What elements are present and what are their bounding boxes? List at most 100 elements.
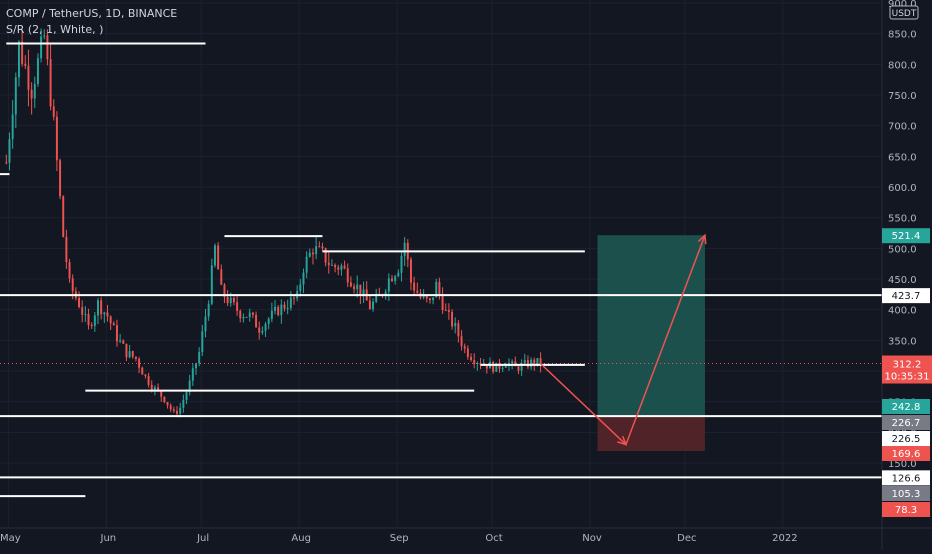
candle-body (261, 330, 264, 333)
candle-body (229, 297, 232, 304)
candle-body (172, 409, 175, 411)
candle-body (40, 36, 43, 59)
price-label-text: 78.3 (895, 505, 917, 516)
candle-body (457, 323, 460, 337)
candle-body (299, 284, 302, 291)
candle-body (476, 363, 479, 365)
x-tick-label: Oct (485, 533, 502, 544)
candle-body (485, 364, 488, 369)
candle-body (501, 367, 504, 369)
candle-body (359, 284, 362, 297)
candle-body (356, 284, 359, 290)
candle-body (210, 265, 213, 304)
candle-body (5, 162, 8, 164)
candle-body (46, 35, 49, 60)
x-tick-label: Dec (677, 533, 696, 544)
candle-body (43, 35, 46, 37)
candle-body (103, 312, 106, 315)
price-label (882, 399, 930, 414)
candle-body (422, 295, 425, 298)
candle-body (131, 351, 134, 357)
currency-label: USDT (892, 9, 917, 19)
candle-body (463, 346, 466, 349)
price-label-text: 242.8 (892, 402, 921, 413)
price-label-text: 126.6 (892, 473, 921, 484)
symbol-legend[interactable]: COMP / TetherUS, 1D, BINANCE (6, 7, 178, 20)
candle-body (343, 265, 346, 269)
arrow-head (617, 435, 628, 446)
candle-body (318, 246, 321, 248)
candle-body (17, 41, 20, 78)
candle-body (251, 312, 254, 315)
candle-body (397, 272, 400, 277)
candle-body (375, 294, 378, 302)
candle-body (14, 77, 17, 115)
y-tick-label: 900.0 (888, 0, 917, 10)
x-tick-label: Jul (196, 533, 209, 544)
candle-body (36, 58, 39, 84)
indicator-legend[interactable]: S/R (2, 1, White, ) (6, 23, 104, 36)
x-tick-label: Jun (100, 533, 117, 544)
candle-body (134, 356, 137, 359)
price-label (882, 415, 930, 430)
candle-body (182, 399, 185, 408)
candle-body (349, 282, 352, 287)
candle-body (362, 289, 365, 297)
candle-body (435, 281, 438, 298)
candle-body (27, 65, 30, 90)
candle-body (454, 323, 457, 327)
candle-body (447, 310, 450, 312)
candle-body (324, 248, 327, 263)
candle-body (523, 360, 526, 364)
candle-body (144, 374, 147, 376)
candle-body (270, 310, 273, 319)
candle-body (470, 357, 473, 361)
candle-body (280, 304, 283, 316)
stop-zone (597, 415, 705, 451)
candle-body (147, 375, 150, 385)
candle-body (201, 331, 204, 352)
candle-body (248, 312, 251, 317)
candle-body (65, 236, 68, 262)
y-tick-label: 800.0 (888, 60, 917, 71)
price-label-text: 423.7 (892, 291, 921, 302)
candle-body (204, 316, 207, 332)
target-zone (597, 235, 705, 416)
candle-body (176, 410, 179, 414)
candle-body (425, 295, 428, 299)
candle-body (274, 306, 277, 311)
candle-body (334, 264, 337, 268)
y-tick-label: 750.0 (888, 91, 917, 102)
candle-body (106, 312, 109, 317)
x-tick-label: May (0, 533, 21, 544)
price-label (882, 470, 930, 486)
y-tick-label: 150.0 (888, 459, 917, 470)
candle-body (473, 360, 476, 364)
candle-body (416, 290, 419, 293)
time-axis[interactable]: May Jun Jul Aug Sep Oct Nov Dec 2022 (0, 527, 932, 544)
candle-body (387, 278, 390, 292)
candle-body (49, 59, 52, 107)
candle-body (52, 106, 55, 117)
arrow-head (697, 233, 707, 245)
candle-body (122, 340, 125, 344)
chart-legend[interactable]: COMP / TetherUS, 1D, BINANCE S/R (2, 1, … (6, 6, 177, 38)
candle-body (115, 325, 118, 342)
candle-body (451, 311, 454, 327)
price-label-text: 226.5 (892, 434, 921, 445)
last-price-label (882, 355, 932, 384)
x-tick-label: 2022 (772, 533, 797, 544)
price-labels: 521.4 423.7 312.210:35:31 242.8 226.7 226.5 16… (882, 228, 932, 517)
y-tick-label: 650.0 (888, 152, 917, 163)
candle-body (441, 294, 444, 311)
candle-body (536, 358, 539, 365)
candle-body (55, 116, 58, 161)
candle-body (163, 396, 166, 403)
candle-body (112, 323, 115, 326)
candle-body (223, 284, 226, 297)
candle-body (97, 300, 99, 316)
candle-body (169, 405, 172, 410)
